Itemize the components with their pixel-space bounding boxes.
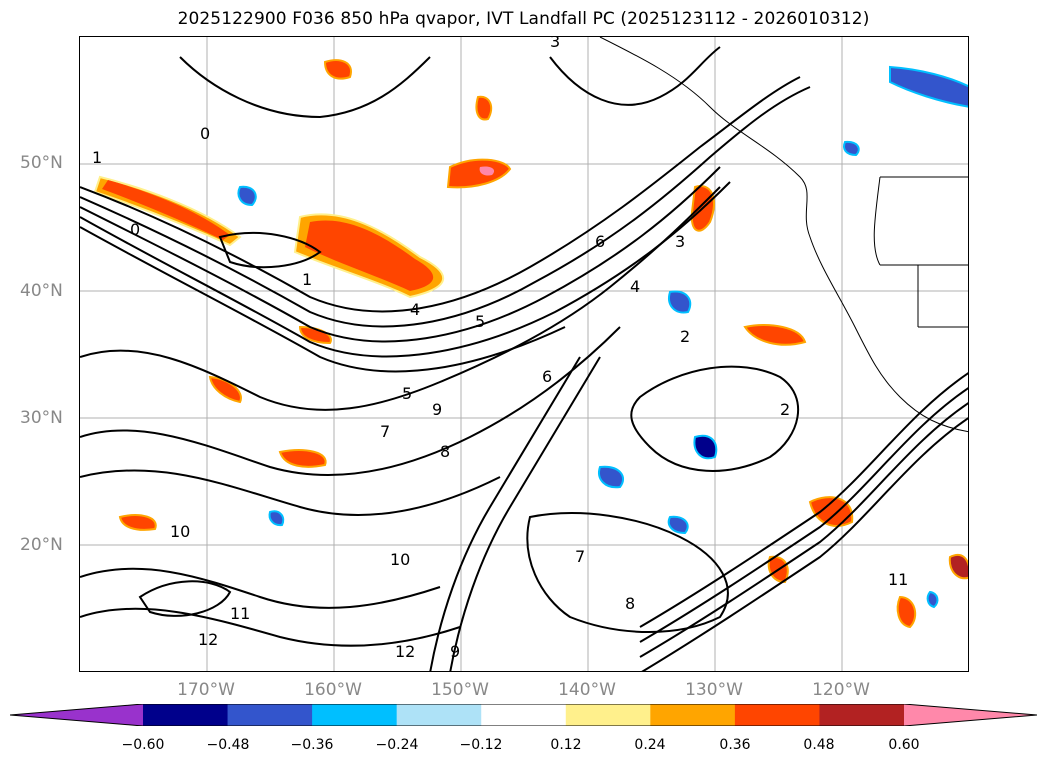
colorbar-tick: −0.60: [121, 737, 165, 753]
map-title: 2025122900 F036 850 hPa qvapor, IVT Land…: [177, 9, 870, 29]
contour-label: 7: [380, 422, 390, 441]
lon-label-170w: 170°W: [177, 680, 235, 700]
colorbar-tick: 0.36: [719, 737, 751, 753]
contour-label: 3: [550, 37, 560, 51]
colorbar: [10, 704, 1037, 726]
contour-label: 12: [198, 630, 218, 649]
colorbar-tick: −0.12: [459, 737, 503, 753]
contour-labels: 1 1 2 2 3 3 4 4 5 5 6 6 7 7 8 8 9 9 10 1…: [92, 37, 908, 661]
coastlines: [599, 37, 968, 433]
colorbar-tick: −0.24: [375, 737, 419, 753]
colorbar-tick: 0.48: [803, 737, 835, 753]
lat-label-40n: 40°N: [20, 281, 63, 301]
colorbar-tick: 0.24: [634, 737, 666, 753]
colorbar-segment: [396, 704, 482, 726]
colorbar-tick: 0.60: [888, 737, 920, 753]
contour-label: 9: [432, 400, 442, 419]
colorbar-segment: [143, 704, 229, 726]
contour-label: 4: [630, 277, 640, 296]
contour-label: 8: [625, 594, 635, 613]
lon-label-150w: 150°W: [431, 680, 489, 700]
graticule: [80, 37, 968, 671]
contour-label: 1: [302, 270, 312, 289]
contour-label: 10: [390, 550, 410, 569]
lat-label-30n: 30°N: [20, 408, 63, 428]
colorbar-segment: [227, 704, 313, 726]
contour-lines: [80, 46, 968, 671]
lon-label-120w: 120°W: [812, 680, 870, 700]
map-canvas: 1 1 2 2 3 3 4 4 5 5 6 6 7 7 8 8 9 9 10 1…: [80, 37, 968, 671]
lat-label-20n: 20°N: [20, 535, 63, 555]
contour-label: 3: [675, 232, 685, 251]
lon-label-130w: 130°W: [685, 680, 743, 700]
colorbar-extend-high: [904, 704, 1037, 726]
colorbar-segment: [481, 704, 567, 726]
contour-label: 11: [888, 570, 908, 589]
contour-label: 8: [440, 442, 450, 461]
colorbar-extend-low: [10, 704, 143, 726]
contour-label: 2: [680, 327, 690, 346]
colorbar-segment: [734, 704, 820, 726]
contour-label: 6: [595, 232, 605, 251]
negative-anomaly-patches: [237, 65, 968, 609]
contour-label: 9: [450, 642, 460, 661]
colorbar-segment: [819, 704, 905, 726]
colorbar-segments: [143, 704, 905, 726]
lon-label-160w: 160°W: [304, 680, 362, 700]
contour-label: 10: [170, 522, 190, 541]
colorbar-segment: [565, 704, 651, 726]
colorbar-tick: −0.36: [290, 737, 334, 753]
colorbar-tick: −0.48: [206, 737, 250, 753]
contour-label: 0: [130, 220, 140, 239]
colorbar-segment: [650, 704, 736, 726]
contour-label: 2: [780, 400, 790, 419]
map-panel[interactable]: 1 1 2 2 3 3 4 4 5 5 6 6 7 7 8 8 9 9 10 1…: [79, 36, 969, 672]
lat-label-50n: 50°N: [20, 153, 63, 173]
lon-label-140w: 140°W: [558, 680, 616, 700]
contour-label: 12: [395, 642, 415, 661]
contour-label: 6: [542, 367, 552, 386]
colorbar-tick: 0.12: [550, 737, 582, 753]
colorbar-segment: [312, 704, 398, 726]
contour-label: 1: [92, 148, 102, 167]
contour-label: 5: [402, 384, 412, 403]
contour-label: 4: [410, 300, 420, 319]
contour-label: 0: [200, 124, 210, 143]
contour-label: 11: [230, 604, 250, 623]
contour-label: 5: [475, 312, 485, 331]
contour-label: 7: [575, 547, 585, 566]
